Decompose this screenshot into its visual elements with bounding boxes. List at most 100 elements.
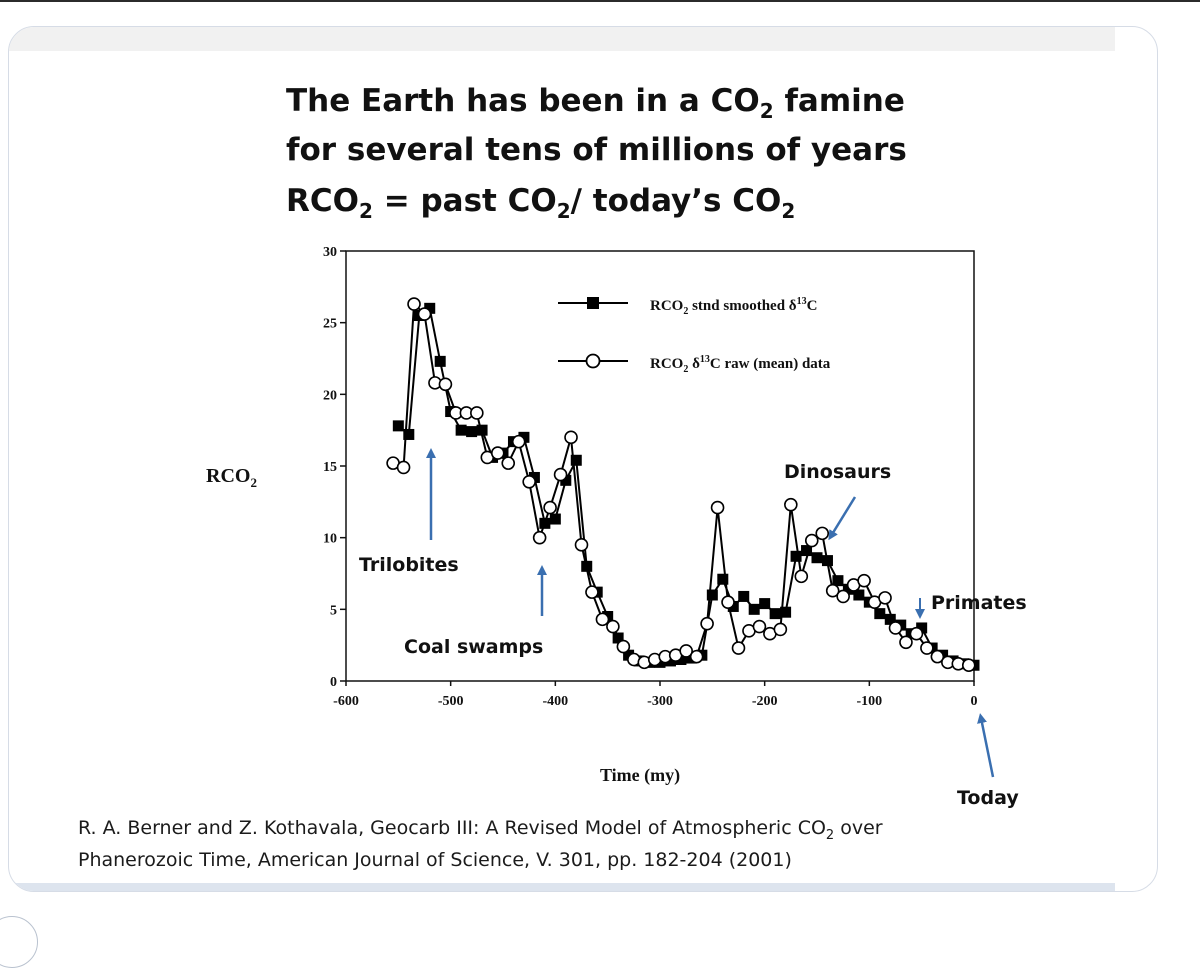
point-smoothed (717, 573, 729, 585)
annotation-coal-swamps: Coal swamps (404, 636, 543, 658)
point-raw (804, 533, 819, 548)
card-top-band (9, 27, 1115, 51)
point-smoothed (539, 517, 551, 529)
point-raw (836, 589, 850, 604)
series-layer (386, 297, 980, 673)
annotation-trilobites: Trilobites (359, 554, 459, 576)
point-smoothed (403, 428, 415, 440)
point-raw (407, 297, 421, 311)
point-smoothed (560, 474, 572, 486)
point-raw (930, 649, 945, 664)
slide-svg: The Earth has been in a CO2 famine for s… (78, 83, 1027, 871)
card-bottom-band (9, 883, 1115, 891)
arrow-today (977, 713, 995, 778)
point-raw (784, 497, 798, 512)
point-raw (532, 530, 547, 545)
point-raw (564, 430, 578, 445)
point-raw (396, 460, 411, 475)
x-tick-label: -600 (333, 694, 359, 709)
y-tick-label: 10 (323, 532, 337, 547)
point-raw (606, 619, 620, 634)
x-tick-label: 0 (971, 694, 978, 709)
point-smoothed (916, 622, 928, 634)
title-line-2: for several tens of millions of years (286, 132, 907, 168)
point-smoothed (874, 608, 886, 620)
point-raw (490, 446, 505, 460)
x-tick-label: -200 (752, 694, 778, 709)
point-smoothed (811, 552, 823, 564)
point-raw (899, 635, 913, 650)
point-raw (679, 644, 693, 658)
y-tick-label: 20 (323, 388, 337, 403)
point-raw (878, 591, 892, 605)
point-raw (689, 649, 704, 664)
citation-line-2: Phanerozoic Time, American Journal of Sc… (78, 849, 792, 871)
point-raw (501, 456, 516, 470)
point-raw (825, 583, 840, 598)
point-smoothed (581, 560, 593, 572)
annotation-today: Today (957, 787, 1019, 809)
point-smoothed (853, 589, 865, 601)
point-raw (616, 639, 631, 654)
point-smoothed (455, 424, 467, 436)
point-smoothed (832, 575, 844, 587)
point-smoothed (434, 355, 446, 367)
slide-card (8, 26, 1158, 892)
point-raw (920, 641, 934, 655)
point-raw (595, 612, 610, 627)
legend-marker-circle (585, 353, 601, 369)
y-tick-label: 25 (323, 317, 337, 332)
point-smoothed (821, 555, 833, 567)
point-smoothed (759, 598, 771, 610)
point-smoothed (801, 545, 813, 557)
point-smoothed (706, 589, 718, 601)
point-raw (511, 434, 526, 449)
point-smoothed (570, 454, 582, 466)
legend: RCO2 stnd smoothed δ13C RCO2 δ13C raw (m… (558, 296, 831, 375)
x-tick-label: -300 (647, 694, 673, 709)
annotation-primates: Primates (931, 592, 1027, 614)
arrow-dinosaurs (828, 496, 857, 541)
point-raw (543, 500, 557, 515)
citation: R. A. Berner and Z. Kothavala, Geocarb I… (78, 817, 883, 871)
citation-line-1: R. A. Berner and Z. Kothavala, Geocarb I… (78, 817, 883, 843)
x-axis-title: Time (my) (600, 765, 680, 786)
top-rule (0, 0, 1200, 2)
point-raw (794, 569, 809, 584)
title-line-3: RCO2 = past CO2/ today’s CO2 (286, 183, 795, 223)
point-raw (857, 573, 871, 588)
point-raw (721, 595, 735, 609)
y-tick-label: 0 (330, 675, 337, 690)
point-smoothed (466, 426, 478, 438)
legend-label-smoothed: RCO2 stnd smoothed δ13C (650, 296, 817, 317)
point-raw (815, 526, 830, 541)
point-smoothed (884, 613, 896, 625)
point-smoothed (738, 590, 750, 602)
point-smoothed (769, 608, 781, 620)
x-tick-label: -100 (856, 694, 882, 709)
y-axis-ticks: 0 5 10 15 20 25 30 (323, 245, 346, 690)
point-raw (522, 474, 536, 489)
slide-title: The Earth has been in a CO2 famine for s… (286, 83, 907, 223)
annotation-dinosaurs: Dinosaurs (784, 461, 891, 483)
point-raw (888, 621, 903, 635)
point-smoothed (392, 420, 404, 432)
point-smoothed (612, 632, 624, 644)
x-axis-ticks: -600 -500 -400 -300 -200 -100 0 (333, 681, 978, 709)
point-raw (752, 619, 767, 634)
point-raw (585, 585, 599, 599)
point-raw (700, 616, 714, 631)
point-raw (773, 622, 788, 637)
y-tick-label: 30 (323, 245, 337, 260)
point-raw (553, 467, 568, 482)
point-smoothed (549, 513, 561, 525)
legend-marker-square (587, 297, 599, 309)
point-raw (710, 500, 725, 515)
point-raw (470, 406, 484, 420)
point-raw (417, 307, 432, 321)
legend-label-raw: RCO2 δ13C raw (mean) data (650, 354, 831, 375)
point-raw (438, 377, 453, 392)
y-tick-label: 15 (323, 460, 337, 475)
y-axis-title: RCO2 (206, 465, 257, 490)
x-tick-label: -500 (438, 694, 464, 709)
